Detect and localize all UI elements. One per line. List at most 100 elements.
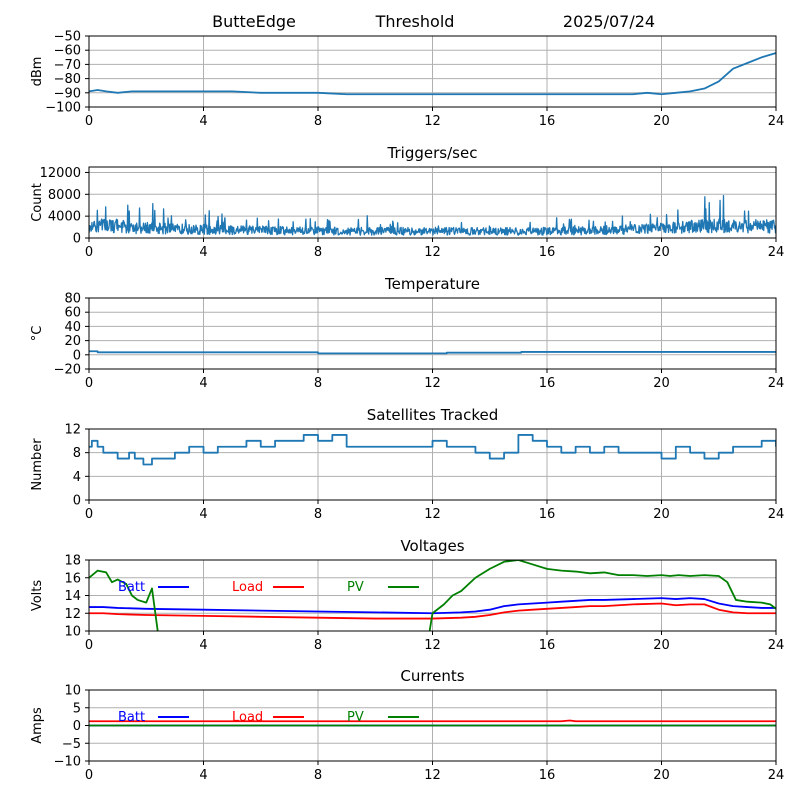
y-tick-label: −90 [54,86,81,101]
triggers-panel: 0 4 8 12 16 20 24 0 4000 8000 12000 Triggers/sec Cou… [30,144,784,260]
voltages-title: Voltages [400,537,464,555]
y-tick-label: 0 [73,232,81,247]
y-tick-label: 5 [73,701,81,716]
legend-label-pv: PV [347,710,364,725]
x-tick-label: 8 [314,638,322,653]
legend-label-load: Load [232,580,263,595]
temperature-ylabel: °C [30,326,45,342]
y-tick-label: −80 [54,72,81,87]
x-tick-label: 8 [314,245,322,260]
x-tick-label: 0 [85,376,93,391]
x-tick-label: 20 [653,114,670,129]
y-tick-label: 12 [64,607,81,622]
y-tick-label: 10 [64,684,81,699]
legend-label-batt: Batt [118,710,145,725]
x-tick-label: 0 [85,638,93,653]
x-tick-label: 20 [653,768,670,783]
voltages-batt-series-line [89,597,776,615]
temperature-main-series-line [89,350,776,355]
x-tick-label: 8 [314,376,322,391]
y-tick-label: 12 [64,423,81,438]
x-tick-label: 0 [85,768,93,783]
x-tick-label: 24 [768,768,785,783]
x-tick-label: 0 [85,114,93,129]
y-tick-label: 20 [64,334,81,349]
voltages-ylabel: Volts [30,580,45,612]
x-tick-label: 8 [314,507,322,522]
currents-title: Currents [400,667,464,685]
y-tick-label: −5 [62,737,81,752]
x-tick-label: 24 [768,638,785,653]
signal-ylabel: dBm [30,57,45,87]
x-tick-label: 12 [424,245,441,260]
y-tick-label: 12000 [40,166,81,181]
y-tick-label: 0 [73,494,81,509]
x-tick-label: 16 [539,114,556,129]
x-tick-label: 16 [539,768,556,783]
x-tick-label: 4 [199,114,207,129]
station-name: ButteEdge [212,12,296,31]
y-tick-label: 8000 [48,188,81,203]
y-tick-label: 10 [64,625,81,640]
x-tick-label: 0 [85,245,93,260]
x-tick-label: 4 [199,245,207,260]
satellites-main-series-line [89,434,776,466]
currents-ylabel: Amps [30,707,45,744]
y-tick-label: 18 [64,554,81,569]
legend-label-load: Load [232,710,263,725]
y-tick-label: −10 [54,755,81,770]
satellites-panel: 0 4 8 12 16 20 24 0 4 8 12 Satellites Tracked Number [30,406,784,522]
x-tick-label: 20 [653,376,670,391]
x-tick-label: 16 [539,638,556,653]
temperature-title: Temperature [384,275,480,293]
x-tick-label: 16 [539,507,556,522]
x-tick-label: 24 [768,245,785,260]
trigger-mode: Threshold [375,12,455,31]
x-tick-label: 12 [424,376,441,391]
x-tick-label: 4 [199,376,207,391]
y-tick-label: 4000 [48,210,81,225]
x-tick-label: 0 [85,507,93,522]
legend-label-batt: Batt [118,580,145,595]
x-tick-label: 4 [199,638,207,653]
x-tick-label: 8 [314,768,322,783]
y-tick-label: −50 [54,30,81,45]
x-tick-label: 16 [539,245,556,260]
x-tick-label: 8 [314,114,322,129]
y-tick-label: 0 [73,719,81,734]
y-tick-label: 16 [64,571,81,586]
triggers-title: Triggers/sec [387,144,478,162]
triggers-main-series-line [89,194,776,236]
x-tick-label: 4 [199,768,207,783]
voltages-panel: 0 4 8 12 16 20 24 10 12 14 16 18 Voltages Volts Batt Lo… [30,537,784,653]
currents-load-series-line [89,719,776,723]
x-tick-label: 24 [768,114,785,129]
y-tick-label: 60 [64,306,81,321]
x-tick-label: 20 [653,507,670,522]
currents-panel: 0 4 8 12 16 20 24 −10 −5 0 5 10 Currents Amps Batt Load… [30,667,784,783]
x-tick-label: 12 [424,638,441,653]
signal-panel: 0 4 8 12 16 20 24 −100−90−80−70−60−50 dBm [30,30,784,130]
y-tick-label: 0 [73,348,81,363]
x-tick-label: 4 [199,507,207,522]
x-tick-label: 20 [653,638,670,653]
y-tick-label: 14 [64,589,81,604]
y-tick-label: 8 [73,446,81,461]
x-tick-label: 12 [424,768,441,783]
x-tick-label: 12 [424,114,441,129]
y-tick-label: 40 [64,320,81,335]
y-tick-label: −20 [54,363,81,378]
legend-label-pv: PV [347,580,364,595]
satellites-ylabel: Number [30,438,45,491]
x-tick-label: 24 [768,376,785,391]
voltages-load-series-line [89,602,776,620]
voltages-pv-series-line [89,560,776,631]
x-tick-label: 20 [653,245,670,260]
y-tick-label: −60 [54,44,81,59]
y-tick-label: 80 [64,292,81,307]
x-tick-label: 12 [424,507,441,522]
